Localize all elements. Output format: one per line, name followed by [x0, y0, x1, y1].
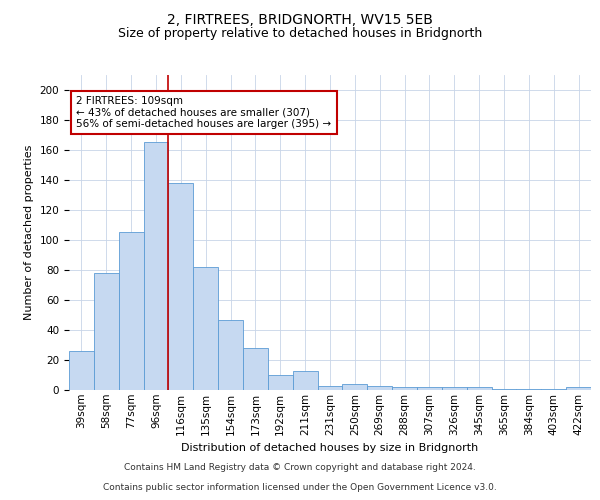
Bar: [491, 388, 517, 390]
Text: 2, FIRTREES, BRIDGNORTH, WV15 5EB: 2, FIRTREES, BRIDGNORTH, WV15 5EB: [167, 12, 433, 26]
Bar: [268, 375, 293, 390]
Bar: [317, 386, 343, 390]
Y-axis label: Number of detached properties: Number of detached properties: [24, 145, 34, 320]
Bar: [143, 142, 169, 390]
Bar: [417, 387, 442, 390]
Bar: [243, 348, 268, 390]
Bar: [517, 388, 541, 390]
Bar: [442, 387, 467, 390]
Bar: [69, 351, 94, 390]
Bar: [467, 387, 491, 390]
Bar: [169, 183, 193, 390]
Bar: [566, 387, 591, 390]
Bar: [293, 370, 317, 390]
Bar: [218, 320, 243, 390]
Bar: [392, 387, 417, 390]
Bar: [343, 384, 367, 390]
Text: Contains public sector information licensed under the Open Government Licence v3: Contains public sector information licen…: [103, 484, 497, 492]
Bar: [541, 388, 566, 390]
Text: Size of property relative to detached houses in Bridgnorth: Size of property relative to detached ho…: [118, 28, 482, 40]
Bar: [193, 267, 218, 390]
Bar: [94, 273, 119, 390]
Bar: [119, 232, 143, 390]
Text: Contains HM Land Registry data © Crown copyright and database right 2024.: Contains HM Land Registry data © Crown c…: [124, 464, 476, 472]
X-axis label: Distribution of detached houses by size in Bridgnorth: Distribution of detached houses by size …: [181, 443, 479, 453]
Text: 2 FIRTREES: 109sqm
← 43% of detached houses are smaller (307)
56% of semi-detach: 2 FIRTREES: 109sqm ← 43% of detached hou…: [76, 96, 332, 129]
Bar: [367, 386, 392, 390]
